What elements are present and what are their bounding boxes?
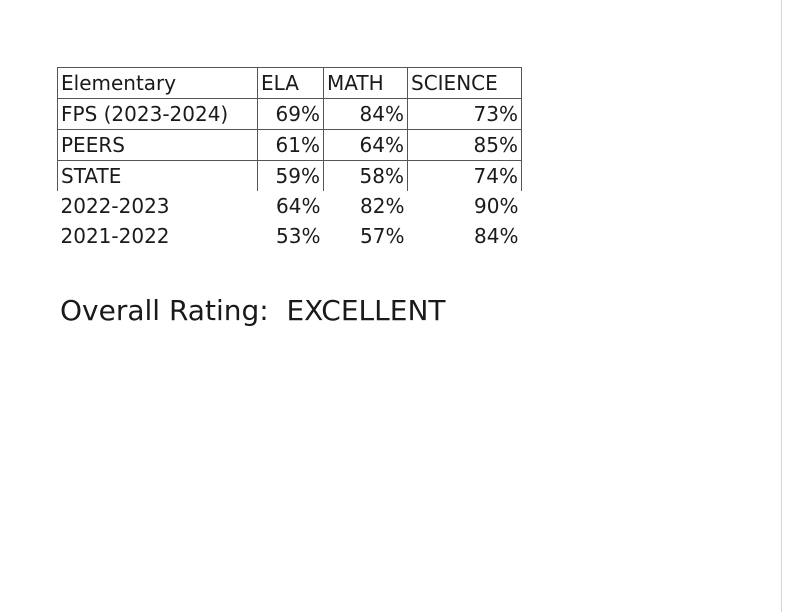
ela-value: 69%: [257, 98, 324, 130]
scores-table: Elementary ELA MATH SCIENCE FPS (2023-20…: [57, 67, 522, 251]
table-row: 2021-2022 53% 57% 84%: [58, 221, 522, 251]
math-value: 57%: [360, 224, 405, 248]
table-row: STATE 59% 58% 74%: [57, 160, 522, 191]
header-elementary: Elementary: [57, 67, 258, 99]
ela-value: 61%: [257, 129, 324, 161]
header-math: MATH: [323, 67, 408, 99]
table-row: PEERS 61% 64% 85%: [57, 129, 522, 161]
row-label: PEERS: [57, 129, 258, 161]
ela-value: 64%: [276, 194, 321, 218]
science-value: 73%: [407, 98, 522, 130]
row-label: 2021-2022: [60, 224, 170, 248]
row-label: FPS (2023-2024): [57, 98, 258, 130]
table-row: 2022-2023 64% 82% 90%: [58, 191, 522, 221]
science-value: 74%: [407, 160, 522, 191]
row-label: STATE: [57, 160, 258, 191]
row-label: 2022-2023: [60, 194, 170, 218]
math-value: 58%: [323, 160, 408, 191]
header-ela: ELA: [257, 67, 324, 99]
science-value: 85%: [407, 129, 522, 161]
ela-value: 59%: [257, 160, 324, 191]
table-row: FPS (2023-2024) 69% 84% 73%: [57, 98, 522, 130]
ela-value: 53%: [276, 224, 321, 248]
page-edge-line: [781, 0, 782, 612]
math-value: 64%: [323, 129, 408, 161]
overall-rating: Overall Rating: EXCELLENT: [60, 294, 446, 327]
header-science: SCIENCE: [407, 67, 522, 99]
science-value: 84%: [474, 224, 519, 248]
table-header-row: Elementary ELA MATH SCIENCE: [57, 67, 522, 99]
science-value: 90%: [474, 194, 519, 218]
math-value: 84%: [323, 98, 408, 130]
math-value: 82%: [360, 194, 405, 218]
